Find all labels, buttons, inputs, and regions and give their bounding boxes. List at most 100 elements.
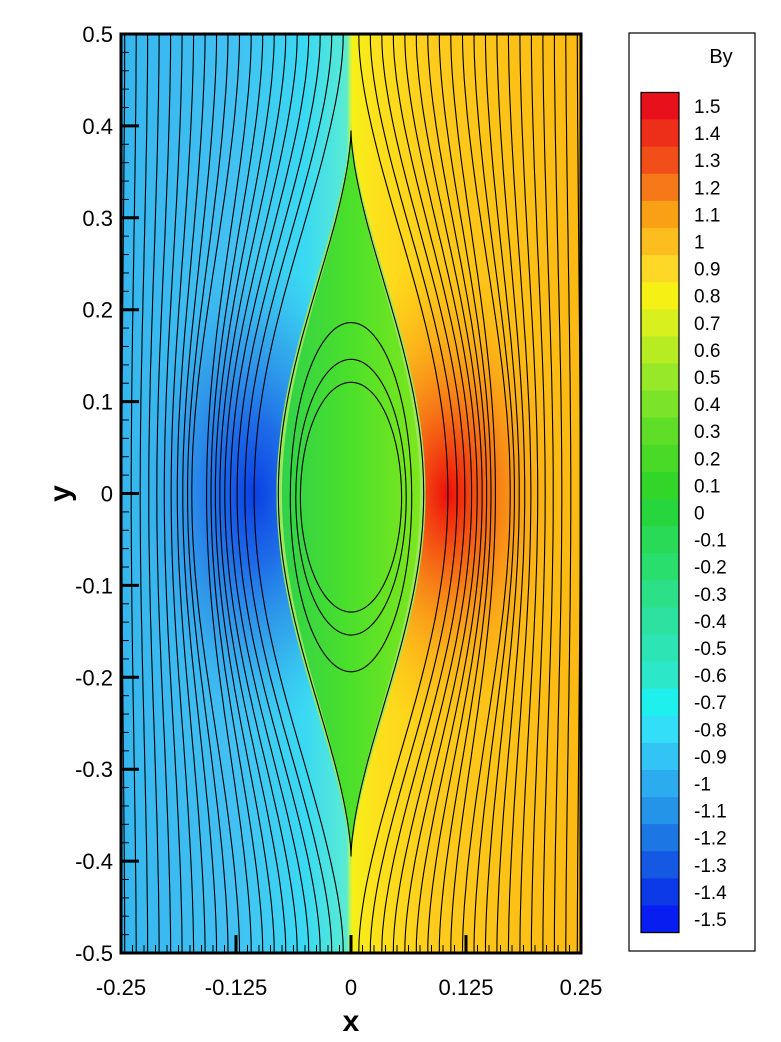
legend-swatch — [641, 200, 679, 229]
legend-swatch — [641, 878, 679, 906]
x-axis: -0.25 -0.125 0 0.125 0.25 — [96, 935, 602, 1000]
legend-label: -1.5 — [694, 910, 727, 931]
field-line — [210, 34, 264, 953]
field-line — [253, 34, 344, 953]
magnetic-island — [282, 130, 420, 857]
legend-label: 0.5 — [694, 368, 720, 389]
field-line — [530, 34, 546, 953]
field-line — [219, 34, 287, 953]
x-axis-label: x — [343, 1005, 360, 1038]
field-line — [565, 34, 572, 953]
y-tick-label: 0 — [101, 482, 113, 507]
legend-label: 1.1 — [694, 205, 720, 226]
legend-swatch — [641, 255, 679, 283]
magnetic-field-lines — [121, 34, 581, 953]
y-tick-label: -0.5 — [75, 941, 113, 966]
y-axis-label: y — [44, 485, 77, 502]
legend-label: -1.3 — [694, 856, 727, 877]
x-tick-label: 0 — [345, 975, 357, 1000]
field-line — [163, 34, 183, 953]
y-tick-label: -0.4 — [75, 849, 113, 874]
legend-swatch — [641, 173, 679, 202]
field-line — [404, 34, 478, 953]
legend-swatch — [641, 417, 679, 446]
field-line — [148, 34, 160, 953]
legend-swatch — [641, 336, 679, 364]
y-tick-label: 0.1 — [82, 390, 113, 415]
closed-field-line — [295, 358, 407, 636]
legend-label: -1.1 — [694, 802, 727, 823]
colorbar-legend: By 1.5 1.4 1.3 1.2 1.1 1 0.9 0.8 0.7 0.6 0.5 0.4 0.3… — [628, 32, 756, 952]
legend-label: 0 — [694, 504, 705, 525]
legend-label: 0.6 — [694, 341, 720, 362]
field-line — [427, 34, 488, 953]
y-tick-label: 0.3 — [82, 206, 113, 231]
legend-swatches — [640, 91, 680, 934]
legend-label: -0.6 — [694, 666, 727, 687]
field-line — [176, 34, 206, 953]
closed-field-line — [299, 381, 403, 613]
legend-label: -0.2 — [694, 558, 727, 579]
legend-label: 1.4 — [694, 124, 721, 145]
legend-swatch — [641, 661, 679, 690]
field-line — [229, 34, 310, 953]
legend-swatch — [641, 688, 679, 717]
field-line — [139, 34, 149, 953]
legend-swatch — [641, 282, 679, 310]
legend-label: -0.9 — [694, 747, 727, 768]
legend-label: 0.3 — [694, 422, 720, 443]
field-line — [214, 34, 275, 953]
legend-label: 0.1 — [694, 476, 720, 497]
field-line — [542, 34, 554, 953]
legend-swatch — [641, 146, 679, 175]
y-tick-label: 0.2 — [82, 298, 113, 323]
legend-swatch — [641, 851, 679, 879]
y-tick-label: 0.4 — [82, 114, 113, 139]
field-line — [170, 34, 195, 953]
legend-swatch — [641, 92, 679, 121]
legend-swatch — [641, 553, 679, 581]
legend-labels: 1.5 1.4 1.3 1.2 1.1 1 0.9 0.8 0.7 0.6 0.5 0.4 0.3 0.2… — [694, 97, 727, 931]
y-axis: -0.5 -0.4 -0.3 -0.2 -0.1 0 0.1 0.2 0.3 0.4 0.5 — [75, 22, 139, 966]
legend-label: -0.4 — [694, 612, 727, 633]
legend-swatch — [641, 715, 679, 744]
field-line — [191, 34, 241, 953]
legend-swatch — [641, 309, 679, 337]
legend-swatch — [641, 227, 679, 256]
field-line — [450, 34, 496, 953]
x-tick-label: 0.125 — [438, 975, 493, 1000]
legend-title: By — [709, 46, 732, 68]
field-line — [187, 34, 229, 953]
field-line — [553, 34, 563, 953]
legend-swatch — [641, 498, 679, 527]
y-tick-label: -0.1 — [75, 573, 113, 598]
separatrix — [277, 130, 425, 857]
field-line — [415, 34, 483, 953]
legend-label: -0.3 — [694, 585, 727, 606]
legend-label: 0.2 — [694, 449, 720, 470]
field-line — [392, 34, 473, 953]
field-line — [519, 34, 539, 953]
legend-label: 1 — [694, 233, 705, 254]
legend-swatch-border — [640, 91, 680, 934]
legend-label: -1 — [694, 775, 711, 796]
y-tick-label: -0.2 — [75, 665, 113, 690]
legend-label: 1.5 — [694, 97, 720, 118]
field-line — [182, 34, 218, 953]
field-line — [156, 34, 172, 953]
legend-swatch — [641, 634, 679, 663]
y-tick-label: -0.3 — [75, 757, 113, 782]
legend-label: 0.7 — [694, 314, 720, 335]
legend-label: -1.2 — [694, 829, 727, 850]
legend-label: 1.3 — [694, 151, 720, 172]
field-line — [461, 34, 511, 953]
field-line — [369, 34, 458, 953]
legend-swatch — [641, 471, 679, 500]
legend-swatch — [641, 742, 679, 771]
y-tick-label: 0.5 — [82, 22, 113, 47]
legend-swatch — [641, 797, 679, 825]
legend-swatch — [641, 390, 679, 419]
by-field — [121, 34, 581, 953]
closed-field-line — [289, 322, 413, 673]
